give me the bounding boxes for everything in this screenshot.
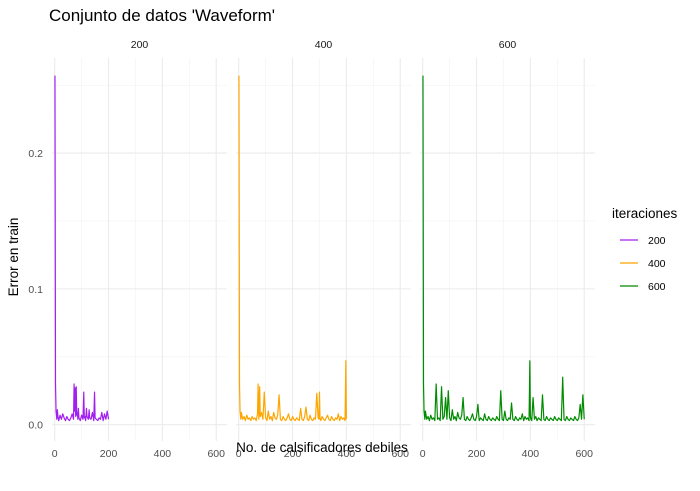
x-tick-label: 200 — [100, 448, 118, 460]
facet-panel-200: 200 0 200 400 600 — [52, 39, 227, 460]
legend-item-400: 400 — [620, 258, 666, 270]
facet-panels: 200 0 200 400 600 400 0 200 400 600 600 0 200 400 600 — [52, 39, 595, 460]
x-tick-label: 600 — [575, 448, 593, 460]
x-tick-label: 0 — [420, 448, 426, 460]
y-tick-label: 0.0 — [28, 420, 43, 432]
x-tick-label: 600 — [391, 448, 409, 460]
series-line-600 — [422, 75, 585, 422]
x-tick-label: 400 — [338, 448, 356, 460]
x-tick-label: 200 — [468, 448, 486, 460]
facet-panel-400: 400 0 200 400 600 — [236, 39, 411, 460]
x-tick-label: 600 — [207, 448, 225, 460]
x-tick-label: 400 — [154, 448, 172, 460]
legend-title: iteraciones — [612, 206, 678, 221]
legend-label: 200 — [648, 235, 666, 247]
x-axis-title: No. de calsificadores debiles — [236, 440, 408, 455]
legend-item-200: 200 — [620, 235, 666, 247]
x-tick-label: 0 — [236, 448, 242, 460]
chart-title: Conjunto de datos 'Waveform' — [49, 6, 275, 25]
y-axis-title: Error en train — [6, 218, 21, 297]
y-axis-ticks: 0.0 0.1 0.2 — [28, 148, 43, 432]
legend: iteraciones 200 400 600 — [612, 206, 678, 293]
facet-panel-600: 600 0 200 400 600 — [420, 39, 595, 460]
legend-label: 600 — [648, 281, 666, 293]
facet-strip-label: 200 — [131, 39, 149, 51]
facet-strip-label: 400 — [315, 39, 333, 51]
series-line-200 — [54, 75, 110, 422]
y-tick-label: 0.2 — [28, 148, 43, 160]
series-line-400 — [238, 75, 347, 422]
legend-item-600: 600 — [620, 281, 666, 293]
legend-label: 400 — [648, 258, 666, 270]
x-tick-label: 200 — [284, 448, 302, 460]
y-tick-label: 0.1 — [28, 284, 43, 296]
facet-strip-label: 600 — [499, 39, 517, 51]
x-tick-label: 400 — [522, 448, 540, 460]
x-tick-label: 0 — [52, 448, 58, 460]
